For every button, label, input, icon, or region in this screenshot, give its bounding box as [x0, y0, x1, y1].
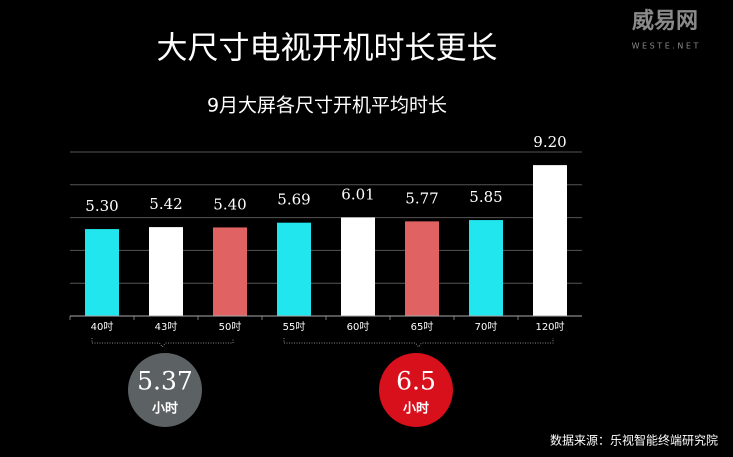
bar — [533, 165, 567, 316]
chart-title: 大尺寸电视开机时长更长 — [157, 31, 498, 67]
value-label: 6.01 — [341, 185, 374, 203]
group-circle — [379, 353, 453, 427]
group-circle — [128, 353, 202, 427]
group-bracket — [91, 338, 234, 348]
x-tick-label: 40吋 — [91, 321, 114, 333]
logo: 威易网 — [632, 8, 698, 34]
x-tick-label: 60吋 — [347, 321, 370, 333]
x-tick-label: 43吋 — [155, 321, 178, 333]
value-label: 5.85 — [469, 188, 502, 206]
bar — [277, 222, 311, 316]
bar — [213, 227, 247, 316]
x-tick-label: 55吋 — [283, 321, 306, 333]
bar — [85, 229, 119, 316]
value-label: 5.69 — [277, 191, 310, 209]
value-label: 5.77 — [405, 189, 438, 207]
x-tick-label: 65吋 — [411, 321, 434, 333]
group-unit: 小时 — [152, 401, 178, 417]
value-label: 5.30 — [85, 197, 118, 215]
x-tick-label: 120吋 — [535, 321, 564, 333]
bar — [469, 220, 503, 316]
group-value: 6.5 — [396, 367, 436, 396]
bar — [149, 227, 183, 316]
x-tick-label: 70吋 — [475, 321, 498, 333]
group-unit: 小时 — [403, 401, 429, 417]
chart-subtitle: 9月大屏各尺寸开机平均时长 — [207, 95, 447, 117]
value-label: 5.42 — [149, 195, 182, 213]
bar — [405, 221, 439, 316]
logo-url: W E S T E . N E T — [632, 42, 699, 51]
group-value: 5.37 — [137, 367, 193, 396]
source: 数据来源：乐视智能终端研究院 — [550, 433, 718, 448]
value-label: 5.40 — [213, 195, 246, 213]
x-tick-label: 50吋 — [219, 321, 242, 333]
group-bracket — [283, 338, 554, 348]
bar — [341, 217, 375, 316]
value-label: 9.20 — [533, 133, 566, 151]
